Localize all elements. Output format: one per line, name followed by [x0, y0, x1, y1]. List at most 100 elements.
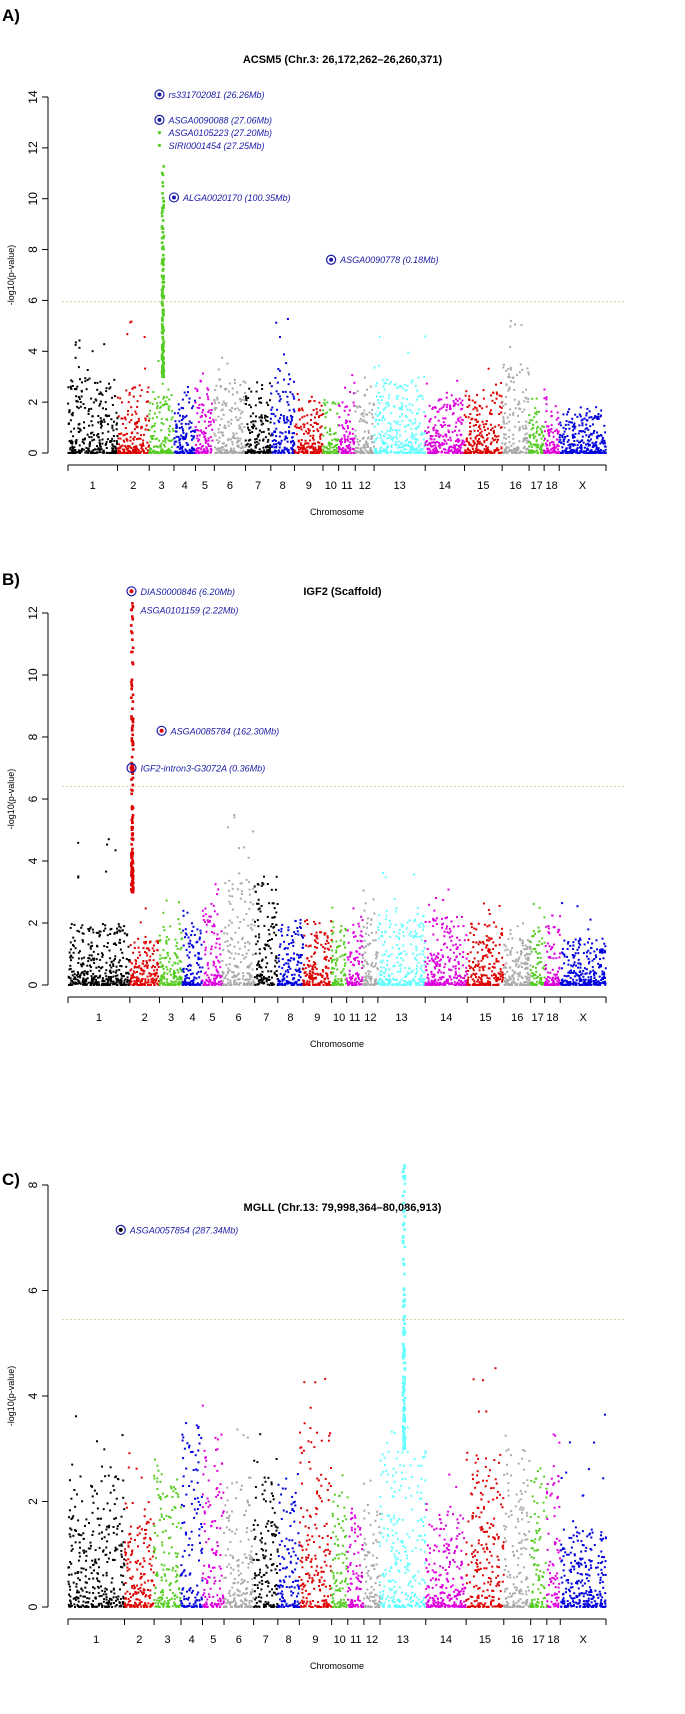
x-tick-label-chr-18: 18 — [546, 480, 558, 492]
chromosome-9-points — [302, 919, 333, 986]
snp-point — [157, 117, 162, 122]
snp-point — [157, 92, 162, 97]
x-tick-label-chr-6: 6 — [227, 480, 233, 492]
snp-highlight-circle — [154, 89, 165, 100]
snp-label: DIAS0000846 (6.20Mb) — [140, 587, 235, 597]
y-tick-label: 0 — [26, 1603, 40, 1610]
y-tick-label: 2 — [26, 919, 40, 926]
x-tick-label-chr-X: X — [579, 480, 587, 492]
chromosome-16-points — [502, 922, 532, 986]
panel-label: C) — [2, 1170, 20, 1189]
y-tick-label: 12 — [26, 141, 40, 155]
y-tick-label: 12 — [26, 606, 40, 620]
chromosome-15-points — [463, 367, 504, 454]
chromosome-4-points — [180, 1422, 204, 1608]
x-axis-label: Chromosome — [310, 1039, 364, 1049]
snp-point — [118, 1227, 123, 1232]
chromosome-10-points — [330, 906, 348, 986]
y-axis: 0 2 4 6 8 -log10(p-value) — [6, 1181, 49, 1610]
x-tick-label-chr-17: 17 — [530, 480, 542, 492]
peak-column-points — [160, 165, 166, 379]
x-tick-label-chr-5: 5 — [202, 480, 208, 492]
snp-point — [129, 766, 134, 770]
y-axis: 0 2 4 6 8 10 12 -log10(p-value) — [6, 606, 49, 988]
snp-highlight-circle — [126, 762, 137, 774]
chart-title: ACSM5 (Chr.3: 26,172,262–26,260,371) — [242, 54, 443, 66]
snp-highlight-circle — [126, 586, 137, 597]
x-tick-label-chr-9: 9 — [312, 1634, 318, 1646]
snp-points — [67, 602, 607, 986]
y-tick-label: 2 — [26, 398, 40, 405]
chromosome-2-points — [116, 320, 150, 454]
chart-title: IGF2 (Scaffold) — [303, 586, 382, 598]
x-tick-label-chr-17: 17 — [532, 1012, 544, 1024]
chromosome-2-points — [123, 1452, 155, 1608]
snp-highlight-circle — [154, 114, 165, 125]
y-tick-label: 0 — [26, 981, 40, 988]
chromosome-14-points — [424, 1473, 467, 1608]
chromosome-4-points — [181, 909, 204, 986]
snp-label: rs331702081 (26.26Mb) — [168, 90, 264, 100]
x-tick-label-chr-18: 18 — [547, 1634, 559, 1646]
snp-label: ASGA0105223 (27.20Mb) — [167, 128, 272, 138]
y-tick-label: 4 — [26, 1392, 40, 1399]
x-tick-label-chr-1: 1 — [96, 1012, 102, 1024]
x-tick-label-chr-15: 15 — [479, 1012, 491, 1024]
x-tick-label-chr-10: 10 — [334, 1634, 346, 1646]
x-tick-label-chr-14: 14 — [440, 1012, 452, 1024]
snp-point — [157, 131, 162, 135]
chromosome-12-points — [354, 376, 376, 454]
chromosome-6-points — [223, 1428, 255, 1608]
panel-label: B) — [2, 570, 20, 589]
x-tick-label-chr-1: 1 — [90, 480, 96, 492]
x-tick-label-chr-13: 13 — [394, 480, 406, 492]
chromosome-11-points — [346, 1507, 365, 1608]
panel-label: A) — [2, 6, 20, 25]
x-tick-label-chr-17: 17 — [533, 1634, 545, 1646]
x-tick-label-chr-18: 18 — [546, 1012, 558, 1024]
x-tick-label-chr-2: 2 — [136, 1634, 142, 1646]
chromosome-16-points — [503, 1434, 532, 1608]
y-tick-label: 0 — [26, 449, 40, 456]
x-tick-label-chr-7: 7 — [263, 1012, 269, 1024]
x-tick-label-chr-2: 2 — [130, 480, 136, 492]
x-tick-label-chr-X: X — [579, 1634, 587, 1646]
x-tick-label-chr-13: 13 — [397, 1634, 409, 1646]
y-tick-label: 14 — [26, 90, 40, 104]
snp-label: ASGA0090088 (27.06Mb) — [167, 115, 272, 125]
x-tick-label-chr-1: 1 — [93, 1634, 99, 1646]
snp-highlight-circle — [168, 192, 180, 203]
x-tick-label-chr-6: 6 — [236, 1634, 242, 1646]
chromosome-X-points — [558, 406, 607, 454]
x-tick-label-chr-14: 14 — [439, 480, 451, 492]
y-tick-label: 10 — [26, 668, 40, 682]
snp-highlight-circle — [325, 254, 337, 265]
chromosome-1-points — [67, 339, 119, 454]
chromosome-5-points — [201, 883, 224, 986]
chromosome-1-points — [67, 838, 131, 986]
chromosome-3-points — [153, 1458, 182, 1608]
chromosome-17-points — [529, 903, 546, 986]
snp-point — [171, 195, 176, 200]
y-tick-label: 6 — [26, 795, 40, 802]
x-tick-label-chr-8: 8 — [280, 480, 286, 492]
chromosome-8-points — [269, 318, 296, 454]
chromosome-3-points — [158, 899, 184, 986]
x-tick-label-chr-3: 3 — [159, 480, 165, 492]
annotated-snps: DIAS0000846 (6.20Mb) ASGA0101159 (2.22Mb)… — [126, 586, 279, 774]
snp-points — [67, 165, 607, 454]
y-axis-label: -log10(p-value) — [6, 1366, 16, 1427]
x-tick-label-chr-15: 15 — [479, 1634, 491, 1646]
snp-label: ASGA0057854 (287.34Mb) — [129, 1225, 239, 1235]
snp-point — [129, 608, 134, 612]
chromosome-6-points — [213, 356, 247, 454]
x-tick-label-chr-11: 11 — [350, 1634, 361, 1646]
chromosome-11-points — [345, 907, 364, 986]
chromosome-17-points — [528, 397, 546, 454]
chromosome-7-points — [253, 875, 279, 986]
chromosome-4-points — [173, 386, 197, 454]
chart-title: MGLL (Chr.13: 79,998,364–80,086,913) — [243, 1202, 442, 1214]
